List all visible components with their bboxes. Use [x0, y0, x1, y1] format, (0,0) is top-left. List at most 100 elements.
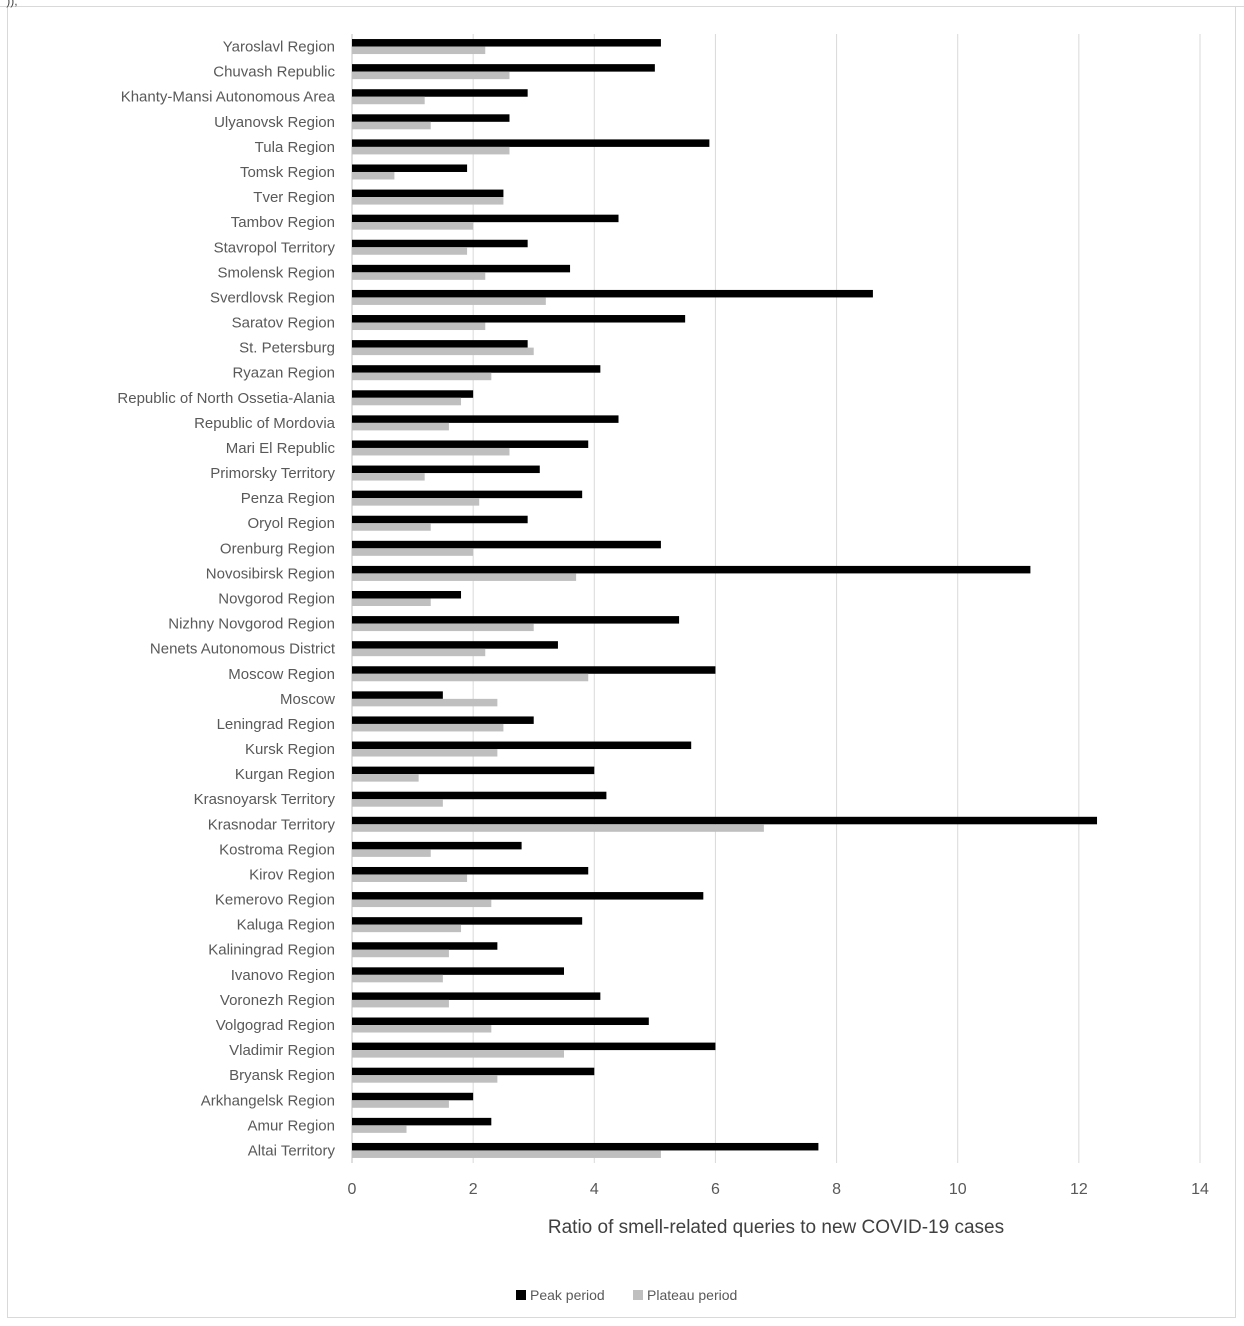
bar-peak: [352, 440, 589, 448]
bar-peak: [352, 340, 528, 348]
category-label: Kaluga Region: [237, 917, 335, 934]
bar-peak: [352, 1017, 649, 1026]
x-tick-label: 14: [1191, 1181, 1209, 1198]
category-label: Sverdlovsk Region: [210, 289, 335, 306]
bar-peak: [352, 716, 534, 724]
category-label: Krasnodar Territory: [208, 816, 336, 833]
bar-peak: [352, 942, 498, 950]
bar-peak: [352, 540, 661, 549]
bar-plateau: [352, 272, 486, 280]
bar-peak: [352, 791, 607, 800]
category-label: Penza Region: [241, 490, 335, 507]
bar-plateau: [352, 648, 486, 657]
category-label: Leningrad Region: [217, 716, 335, 733]
category-label: Mari El Republic: [226, 440, 336, 457]
category-label: Khanty-Mansi Autonomous Area: [121, 89, 336, 106]
bar-plateau: [352, 171, 395, 180]
bar-plateau: [352, 222, 474, 230]
category-label: Tver Region: [253, 189, 335, 206]
bar-plateau: [352, 121, 431, 130]
category-label: Moscow Region: [228, 666, 335, 683]
bar-plateau: [352, 824, 764, 832]
category-label: Chuvash Republic: [213, 64, 335, 81]
bar-peak: [352, 365, 601, 373]
x-tick-labels: 0 2 4 6 8 10 12 14: [348, 1181, 1209, 1198]
bar-plateau: [352, 372, 492, 381]
category-label: Bryansk Region: [229, 1067, 335, 1084]
category-label: Primorsky Territory: [210, 465, 335, 482]
bar-peak: [352, 565, 1031, 574]
bar-peak: [352, 39, 661, 47]
category-label: Ryazan Region: [232, 365, 335, 382]
bar-peak: [352, 239, 528, 248]
bar-peak: [352, 465, 540, 474]
bar-peak: [352, 741, 692, 750]
category-label: Kursk Region: [245, 741, 335, 758]
bar-plateau: [352, 598, 431, 606]
bar-plateau: [352, 673, 589, 682]
bar-peak: [352, 189, 504, 198]
bar-peak: [352, 816, 1098, 825]
bar-plateau: [352, 447, 510, 456]
bar-peak: [352, 992, 601, 1000]
bar-peak: [352, 214, 619, 223]
category-label: Republic of Mordovia: [194, 415, 336, 432]
bar-peak: [352, 515, 528, 524]
category-label: Amur Region: [247, 1117, 335, 1134]
category-labels: Yaroslavl Region Chuvash Republic Khanty-M…: [117, 39, 335, 1160]
category-label: Ivanovo Region: [231, 967, 335, 984]
category-label: Altai Territory: [248, 1142, 336, 1159]
bar-peak: [352, 892, 704, 900]
bar-plateau: [352, 774, 419, 782]
category-label: Kostroma Region: [219, 841, 335, 858]
bar-plateau: [352, 197, 504, 205]
bar-peak: [352, 641, 558, 649]
corner-mark: ")),: [2, 0, 18, 8]
bar-plateau: [352, 46, 486, 55]
category-label: Kurgan Region: [235, 766, 335, 783]
category-label: Volgograd Region: [216, 1017, 335, 1034]
bar-plateau: [352, 1150, 661, 1158]
bar-plateau: [352, 749, 498, 757]
x-tick-label: 2: [469, 1181, 478, 1198]
bar-plateau: [352, 974, 443, 983]
bar-plateau: [352, 1100, 449, 1108]
bar-plateau: [352, 96, 425, 105]
bar-peak: [352, 866, 589, 875]
bar-plateau: [352, 623, 534, 632]
bar-peak: [352, 766, 595, 775]
bar-plateau: [352, 1050, 564, 1058]
bar-plateau: [352, 874, 468, 882]
bar-plateau: [352, 1125, 407, 1133]
legend: Peak period Plateau period: [516, 1287, 737, 1303]
category-label: Kaliningrad Region: [208, 942, 335, 959]
x-tick-label: 4: [590, 1181, 599, 1198]
category-label: Ulyanovsk Region: [214, 114, 335, 131]
chart-frame: [7, 6, 1236, 1318]
category-label: Novosibirsk Region: [206, 565, 335, 582]
bar-peak: [352, 1067, 595, 1076]
bar-plateau: [352, 723, 504, 732]
bar-peak: [352, 967, 564, 975]
x-tick-label: 0: [348, 1181, 357, 1198]
category-label: Vladimir Region: [229, 1042, 335, 1059]
bar-peak: [352, 289, 873, 298]
bar-peak: [352, 917, 583, 925]
bar-plateau: [352, 949, 449, 958]
bar-peak: [352, 114, 510, 122]
category-label: Yaroslavl Region: [223, 39, 335, 56]
category-label: Tomsk Region: [240, 164, 335, 181]
bar-plateau: [352, 924, 462, 933]
bar-plateau: [352, 999, 449, 1008]
category-label: St. Petersburg: [239, 340, 335, 357]
bar-peak: [352, 390, 474, 398]
category-label: Oryol Region: [247, 515, 335, 532]
bar-plateau: [352, 523, 431, 531]
bar-plateau: [352, 397, 462, 406]
category-label: Nenets Autonomous District: [150, 641, 336, 658]
category-label: Kirov Region: [249, 866, 335, 883]
bar-peak: [352, 666, 716, 674]
bar-plateau: [352, 297, 546, 305]
